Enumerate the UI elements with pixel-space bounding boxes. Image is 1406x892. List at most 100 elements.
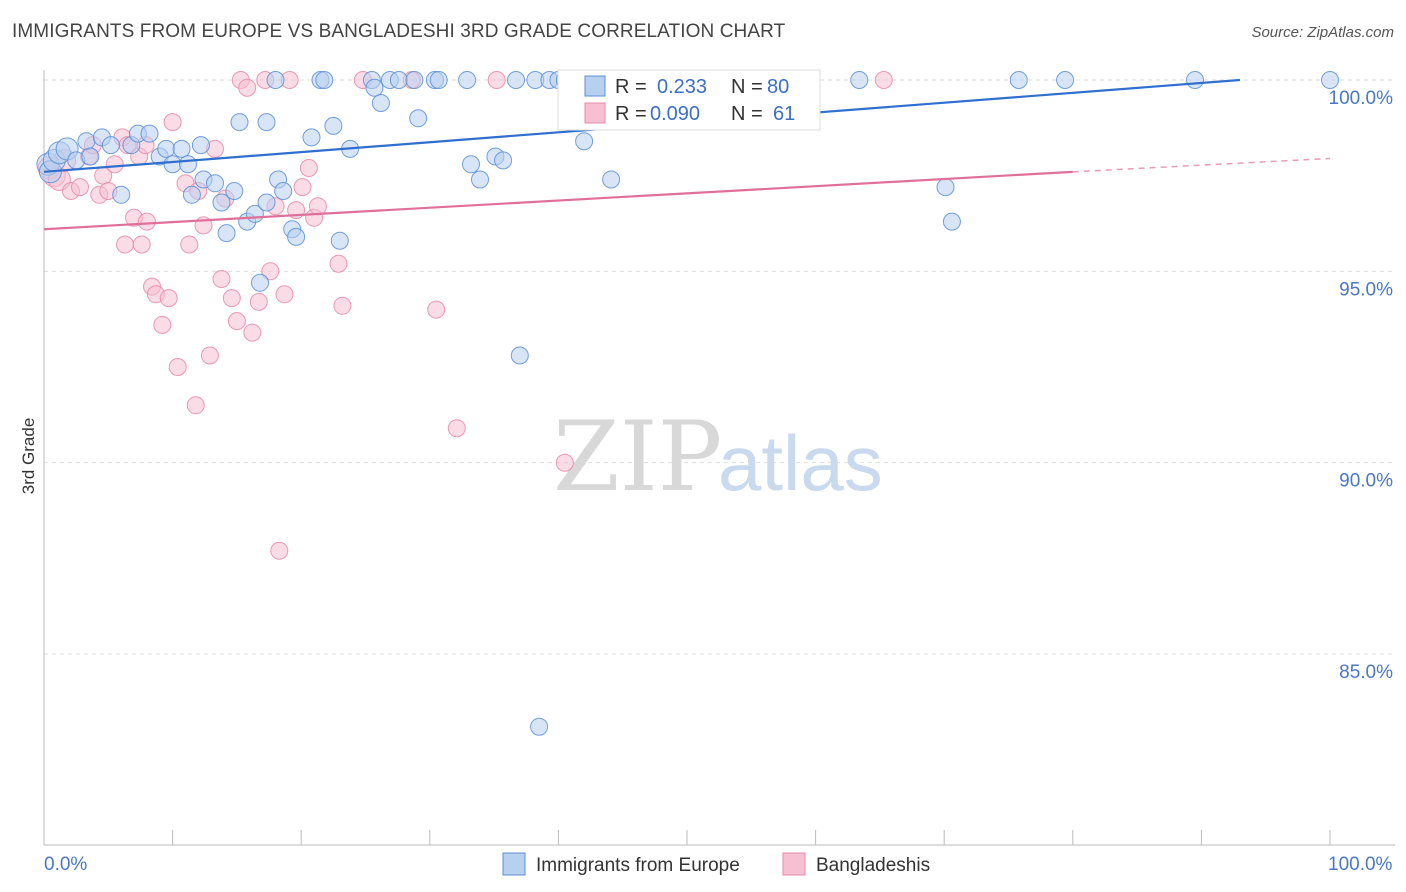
gridlines — [44, 79, 1395, 655]
europe-point — [81, 147, 100, 166]
europe-point — [266, 71, 285, 89]
bangladeshis-point — [200, 346, 219, 365]
europe-point — [602, 170, 621, 189]
legend-n-value-europe: 80 — [767, 76, 789, 98]
europe-point — [330, 231, 349, 250]
correlation-legend: R = 0.233 N = 80 R = 0.090 N = 61 — [557, 69, 821, 131]
bottom-legend-swatch-bangladeshis — [782, 852, 806, 876]
bangladeshis-point — [874, 71, 893, 89]
bangladeshis-point — [299, 159, 318, 177]
bangladeshis-trend-extension — [1072, 157, 1331, 173]
watermark-atlas: atlas — [718, 419, 883, 507]
europe-point — [1321, 71, 1339, 89]
europe-point — [850, 71, 869, 89]
bottom-legend-label-europe: Immigrants from Europe — [536, 855, 740, 876]
axes — [43, 70, 1395, 846]
europe-point — [157, 139, 176, 158]
watermark-zip: ZIP — [553, 401, 722, 513]
x-ticks — [43, 830, 1331, 845]
europe-point — [530, 717, 549, 736]
europe-point — [302, 128, 321, 147]
europe-point — [507, 71, 525, 89]
legend-n-label-europe: N = — [731, 76, 763, 98]
europe-point — [389, 71, 408, 89]
bangladeshis-point — [222, 289, 241, 308]
legend-r-label-europe: R = — [615, 76, 647, 98]
bangladeshis-point — [153, 315, 172, 334]
europe-point — [494, 151, 513, 170]
europe-point — [206, 174, 224, 193]
legend-n-value-bangladeshis: 61 — [773, 103, 795, 125]
europe-point — [217, 224, 236, 243]
bangladeshis-point — [261, 262, 280, 281]
europe-point — [172, 139, 191, 158]
europe-point — [179, 155, 197, 174]
europe-point — [575, 132, 594, 151]
y-tick-label: 100.0% — [1329, 88, 1394, 109]
europe-point — [274, 182, 293, 200]
europe-point — [182, 185, 201, 204]
bangladeshis-trend-line — [43, 170, 1073, 231]
europe-point — [365, 78, 384, 97]
europe-point — [112, 185, 131, 204]
legend-n-label-bangladeshis: N = — [731, 103, 763, 125]
bangladeshis-point — [71, 178, 89, 197]
europe-point — [257, 113, 276, 132]
europe-point — [1009, 71, 1028, 89]
europe-point — [191, 136, 210, 155]
europe-point — [458, 71, 477, 89]
europe-point — [936, 178, 955, 197]
legend-swatch-europe — [584, 75, 606, 97]
europe-point — [462, 155, 480, 174]
europe-point — [371, 94, 390, 112]
bangladeshis-point — [105, 155, 124, 174]
legend-r-label-bangladeshis: R = — [615, 103, 647, 125]
bangladeshis-point — [238, 78, 257, 97]
bottom-legend-label-bangladeshis: Bangladeshis — [816, 855, 930, 876]
bangladeshis-point — [243, 323, 262, 342]
bangladeshis-point — [447, 419, 466, 438]
europe-point — [257, 193, 276, 212]
bangladeshis-point — [275, 285, 294, 304]
y-tick-label: 95.0% — [1339, 279, 1393, 300]
bangladeshis-point — [270, 541, 289, 560]
europe-point — [230, 113, 249, 132]
legend-swatch-bangladeshis — [584, 102, 606, 124]
x-tick-label-min: 0.0% — [44, 854, 87, 875]
bangladeshis-point — [212, 270, 231, 288]
y-axis-title: 3rd Grade — [19, 418, 38, 495]
europe-point — [101, 136, 120, 155]
y-tick-label: 85.0% — [1339, 662, 1393, 683]
europe-point — [225, 182, 244, 200]
europe-point — [409, 109, 428, 128]
bangladeshis-point — [132, 235, 151, 254]
europe-point — [251, 273, 269, 292]
bangladeshis-point — [249, 292, 268, 311]
y-tick-labels: 100.0% 95.0% 90.0% 85.0% — [1329, 88, 1394, 683]
bangladeshis-point — [180, 235, 199, 254]
bangladeshis-point — [227, 312, 246, 331]
bangladeshis-point — [168, 358, 187, 376]
bangladeshis-point — [427, 300, 446, 319]
europe-point — [212, 193, 231, 212]
europe-point — [510, 346, 529, 365]
series-legend: Immigrants from Europe Bangladeshis — [502, 852, 930, 876]
bangladeshis-point — [186, 396, 205, 415]
y-tick-label: 90.0% — [1339, 471, 1393, 492]
legend-r-value-europe: 0.233 — [657, 76, 707, 98]
bangladeshis-point — [137, 212, 156, 231]
europe-point — [77, 132, 96, 151]
europe-point — [1186, 71, 1204, 89]
europe-point — [471, 170, 489, 189]
bangladeshis-point — [308, 197, 327, 216]
bottom-legend-swatch-europe — [502, 852, 526, 876]
bangladeshis-point — [333, 296, 352, 315]
europe-point — [163, 155, 182, 174]
bangladeshis-point — [116, 235, 134, 254]
bangladeshis-point — [487, 71, 506, 89]
watermark: ZIP atlas — [553, 401, 883, 513]
europe-point — [942, 212, 961, 231]
source-label: Source: ZipAtlas.com — [1251, 24, 1394, 41]
bangladeshis-point — [293, 178, 312, 197]
